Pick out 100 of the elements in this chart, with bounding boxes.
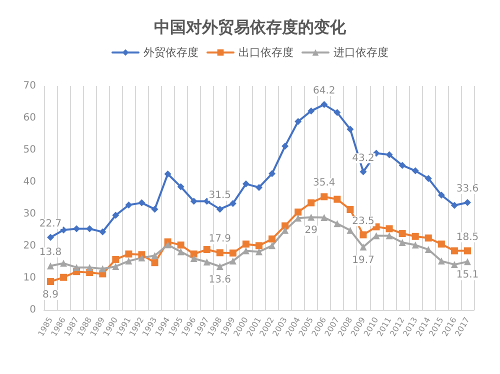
point [242, 240, 250, 248]
point [320, 214, 328, 222]
point [229, 258, 236, 265]
point [360, 243, 367, 250]
point [360, 168, 367, 176]
point [203, 198, 210, 205]
point [216, 262, 224, 270]
point [242, 247, 250, 254]
point [190, 250, 198, 258]
point [308, 199, 315, 206]
point [86, 225, 94, 232]
y-tick-label: 60 [23, 112, 36, 124]
point [438, 258, 445, 265]
point [256, 184, 262, 191]
point [464, 198, 471, 206]
point [308, 107, 315, 114]
point [138, 254, 146, 262]
y-tick-label: 20 [23, 240, 36, 252]
point [47, 234, 54, 241]
point [372, 232, 380, 240]
point [334, 109, 341, 116]
point [464, 247, 471, 254]
point [464, 258, 471, 266]
point [177, 242, 184, 249]
data-label: 23.5 [352, 216, 374, 227]
point [268, 170, 276, 178]
point [412, 232, 419, 240]
point [125, 202, 132, 209]
point [398, 238, 406, 246]
point [151, 206, 158, 213]
point [256, 248, 262, 256]
legend-label: 出口依存度 [238, 46, 294, 59]
point [60, 274, 68, 281]
point [334, 220, 341, 228]
point [450, 202, 458, 209]
point [177, 183, 184, 190]
point [216, 206, 224, 213]
data-label: 13.6 [208, 274, 232, 286]
point [438, 240, 445, 248]
point [60, 226, 68, 234]
data-label: 17.9 [208, 234, 232, 245]
point [73, 225, 80, 232]
point [386, 232, 393, 240]
point [320, 101, 328, 108]
point [438, 192, 445, 199]
point [424, 234, 432, 242]
point [164, 170, 172, 178]
point [125, 258, 132, 265]
y-tick-label: 40 [23, 176, 36, 188]
point [229, 200, 236, 207]
data-label: 29 [304, 225, 318, 236]
legend-label: 进口依存度 [334, 46, 388, 59]
point [412, 167, 419, 174]
point [386, 225, 393, 232]
data-label: 64.2 [313, 86, 336, 97]
y-tick-label: 10 [23, 272, 36, 284]
point [112, 212, 120, 219]
point [294, 118, 302, 126]
y-tick-label: 0 [30, 304, 36, 316]
point [282, 226, 289, 234]
data-label: 31.5 [208, 190, 232, 202]
point [99, 265, 106, 272]
point [86, 264, 94, 271]
point [112, 262, 120, 270]
point [177, 248, 184, 256]
point [138, 199, 146, 206]
point [424, 246, 432, 254]
point [190, 254, 198, 262]
point [308, 214, 315, 221]
point [190, 198, 198, 205]
data-label: 18.5 [456, 232, 479, 243]
point [412, 242, 419, 249]
point [242, 180, 250, 188]
point [60, 260, 68, 267]
point [294, 214, 302, 222]
data-label: 35.4 [313, 178, 336, 189]
point [398, 162, 406, 169]
point [99, 228, 106, 236]
point [346, 126, 354, 133]
point [216, 249, 224, 256]
data-label: 19.7 [352, 254, 374, 266]
point [151, 252, 158, 260]
data-label: 8.9 [42, 290, 58, 301]
point [47, 278, 54, 286]
point [424, 174, 432, 182]
point [450, 261, 458, 268]
point [203, 258, 210, 266]
data-label: 15.1 [456, 270, 479, 281]
point [346, 206, 354, 214]
legend-label: 外贸依存度 [144, 46, 198, 59]
point [334, 196, 341, 203]
point [151, 259, 158, 266]
point [229, 250, 236, 257]
data-label: 33.6 [456, 183, 479, 194]
point [47, 262, 54, 270]
point [398, 230, 406, 238]
data-label: 43.2 [352, 152, 374, 164]
point [320, 193, 328, 200]
point [282, 222, 289, 230]
point [73, 264, 80, 271]
